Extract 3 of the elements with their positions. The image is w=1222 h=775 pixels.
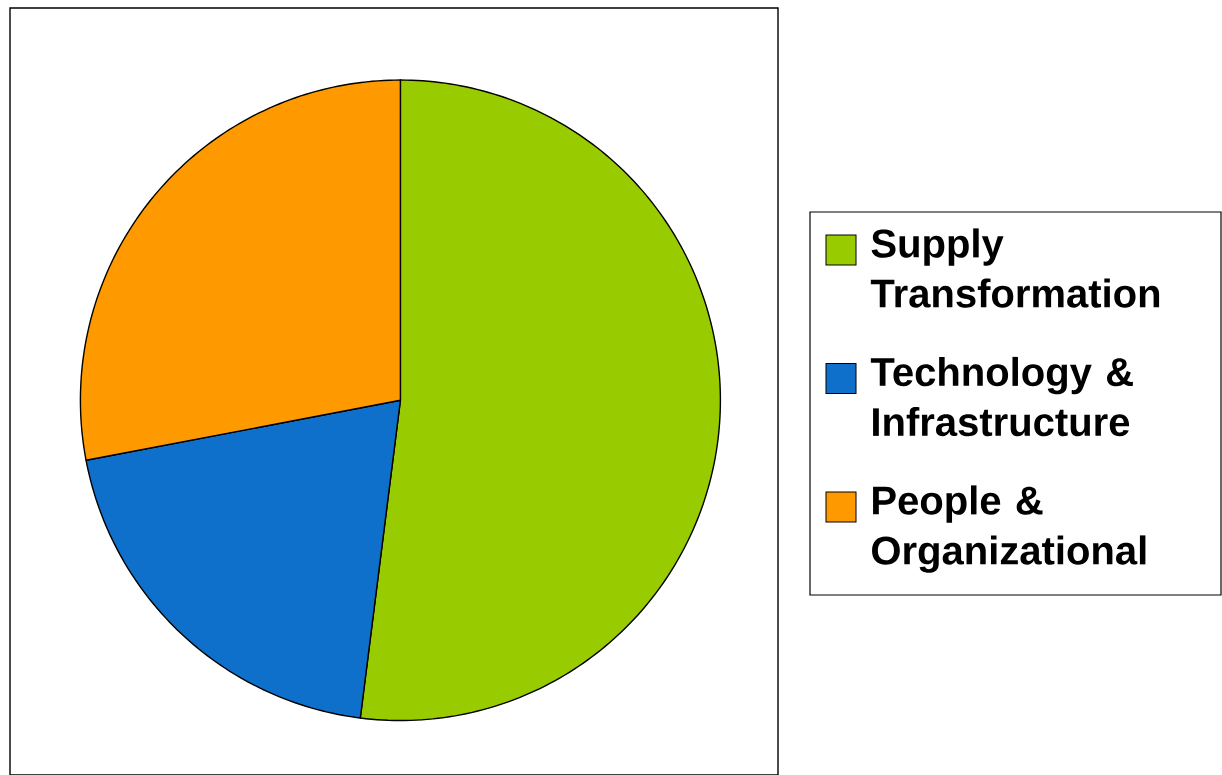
legend-label: Technology & Infrastructure xyxy=(870,356,1133,437)
legend-label: Supply Transformation xyxy=(870,228,1160,308)
legend-label: People & Organizational xyxy=(872,485,1146,573)
